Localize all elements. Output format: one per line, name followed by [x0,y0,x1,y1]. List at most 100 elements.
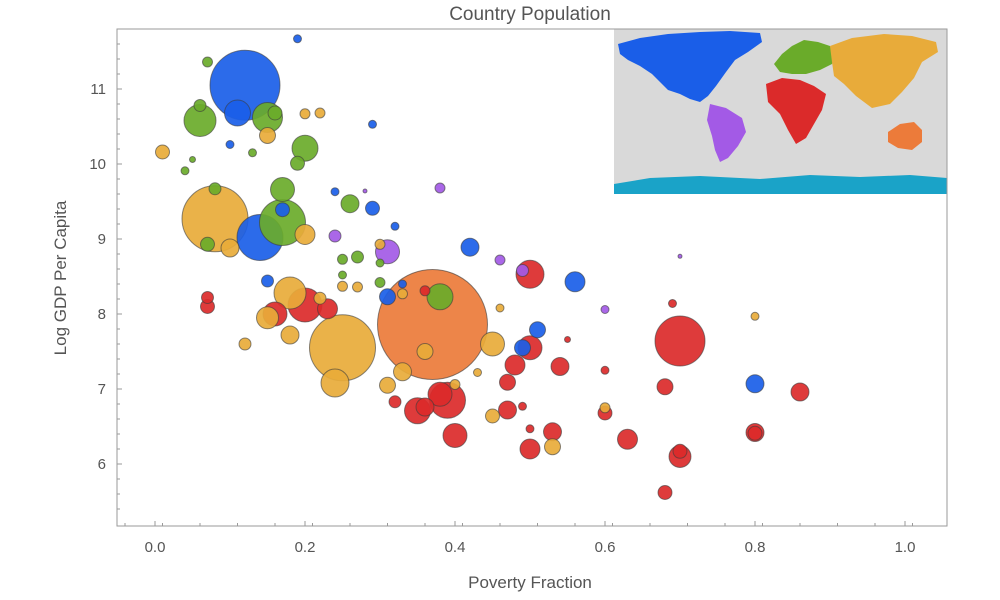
x-tick-label: 0.0 [145,539,166,556]
continent-antarctica [614,175,947,194]
bubble-asia [352,281,363,293]
bubble-asia [294,224,316,245]
bubble-americas-south [362,188,368,194]
bubble-americas-north [564,271,586,293]
bubble-europe [270,177,295,202]
continent-oceania [888,122,922,150]
bubble-asia [238,337,252,351]
bubble-africa [564,336,571,343]
bubble-africa [550,357,570,376]
bubble-americas-north [224,99,251,127]
bubble-asia [379,376,396,394]
bubble-americas-south [600,305,610,314]
bubble-americas-north [365,200,380,216]
bubble-europe [200,236,215,252]
bubble-americas-north [398,279,407,289]
bubble-americas-north [390,221,400,231]
bubble-africa [657,485,673,500]
bubble-europe [351,250,364,264]
bubble-europe [248,148,257,158]
y-tick-label: 10 [89,156,106,173]
x-axis-label: Poverty Fraction [468,573,592,592]
bubble-africa [656,378,674,396]
bubble-africa [617,428,638,450]
bubble-asia [485,408,500,424]
bubble-americas-north [529,321,546,339]
bubble-africa [790,382,810,402]
y-axis-label: Log GDP Per Capita [51,200,70,355]
bubble-asia [155,144,170,160]
bubble-africa [672,443,688,459]
bubble-africa [504,354,526,376]
bubble-africa [525,424,535,434]
bubble-africa [427,381,453,407]
continent-africa [766,78,826,144]
bubble-africa [442,423,468,448]
bubble-americas-north [368,119,377,129]
bubble-africa [388,395,402,409]
bubble-europe [267,105,283,121]
bubble-americas-south [516,264,529,277]
bubble-europe [337,253,348,265]
x-tick-label: 1.0 [895,539,916,556]
bubble-africa [201,291,214,304]
chart-title: Country Population [449,4,611,25]
bubble-asia [393,362,412,382]
world-map-inset [614,29,947,194]
bubble-europe [375,258,385,268]
bubble-africa [668,299,677,308]
bubble-asia [299,108,311,120]
x-tick-label: 0.8 [745,539,766,556]
bubble-asia [599,402,611,414]
bubble-asia [280,325,300,345]
bubble-asia [314,107,326,119]
bubble-asia [480,331,505,357]
continent-asia [830,34,938,108]
continent-south-america [707,104,746,162]
bubble-americas-north [460,237,480,257]
bubble-asia [473,368,482,377]
y-tick-label: 6 [98,456,106,473]
bubble-africa [499,373,516,391]
plot-frame [116,28,948,527]
bubble-asia [495,303,505,313]
continent-europe [774,40,836,74]
continent-north-america [618,31,762,102]
bubble-africa [498,400,517,420]
bubble-americas-north [293,34,302,44]
bubble-africa [415,397,435,417]
y-tick-label: 9 [98,231,106,248]
bubble-africa [518,401,527,411]
x-axis: 0.0 0.2 0.4 0.6 0.8 1.0 [124,521,916,556]
bubble-asia [337,280,348,292]
bubble-americas-north [330,187,340,197]
bubble-americas-north [225,140,235,149]
bubble-asia [273,276,307,310]
bubble-asia [320,368,350,398]
bubble-europe [189,156,196,163]
bubble-americas-south [677,253,683,259]
x-tick-label: 0.2 [295,539,316,556]
bubble-europe [426,283,454,311]
bubble-asia [397,288,408,300]
bubble-americas-south [328,229,342,243]
bubble-europe [202,56,213,68]
bubble-europe [180,166,190,176]
bubble-europe [193,99,207,112]
bubble-americas-south [434,182,446,194]
bubble-europe [291,134,319,162]
x-tick-label: 0.4 [445,539,466,556]
bubble-europe [208,182,222,196]
y-tick-label: 11 [90,81,106,98]
bubble-americas-north [379,288,396,306]
bubble-asia [449,379,461,390]
bubble-americas-north [261,274,274,288]
bubble-asia [220,238,240,258]
bubble-asia [750,311,760,321]
bubble-asia [313,291,327,305]
y-tick-label: 7 [98,381,106,398]
bubble-europe [374,277,386,288]
bubble-africa [543,422,562,442]
bubble-africa [747,425,763,441]
